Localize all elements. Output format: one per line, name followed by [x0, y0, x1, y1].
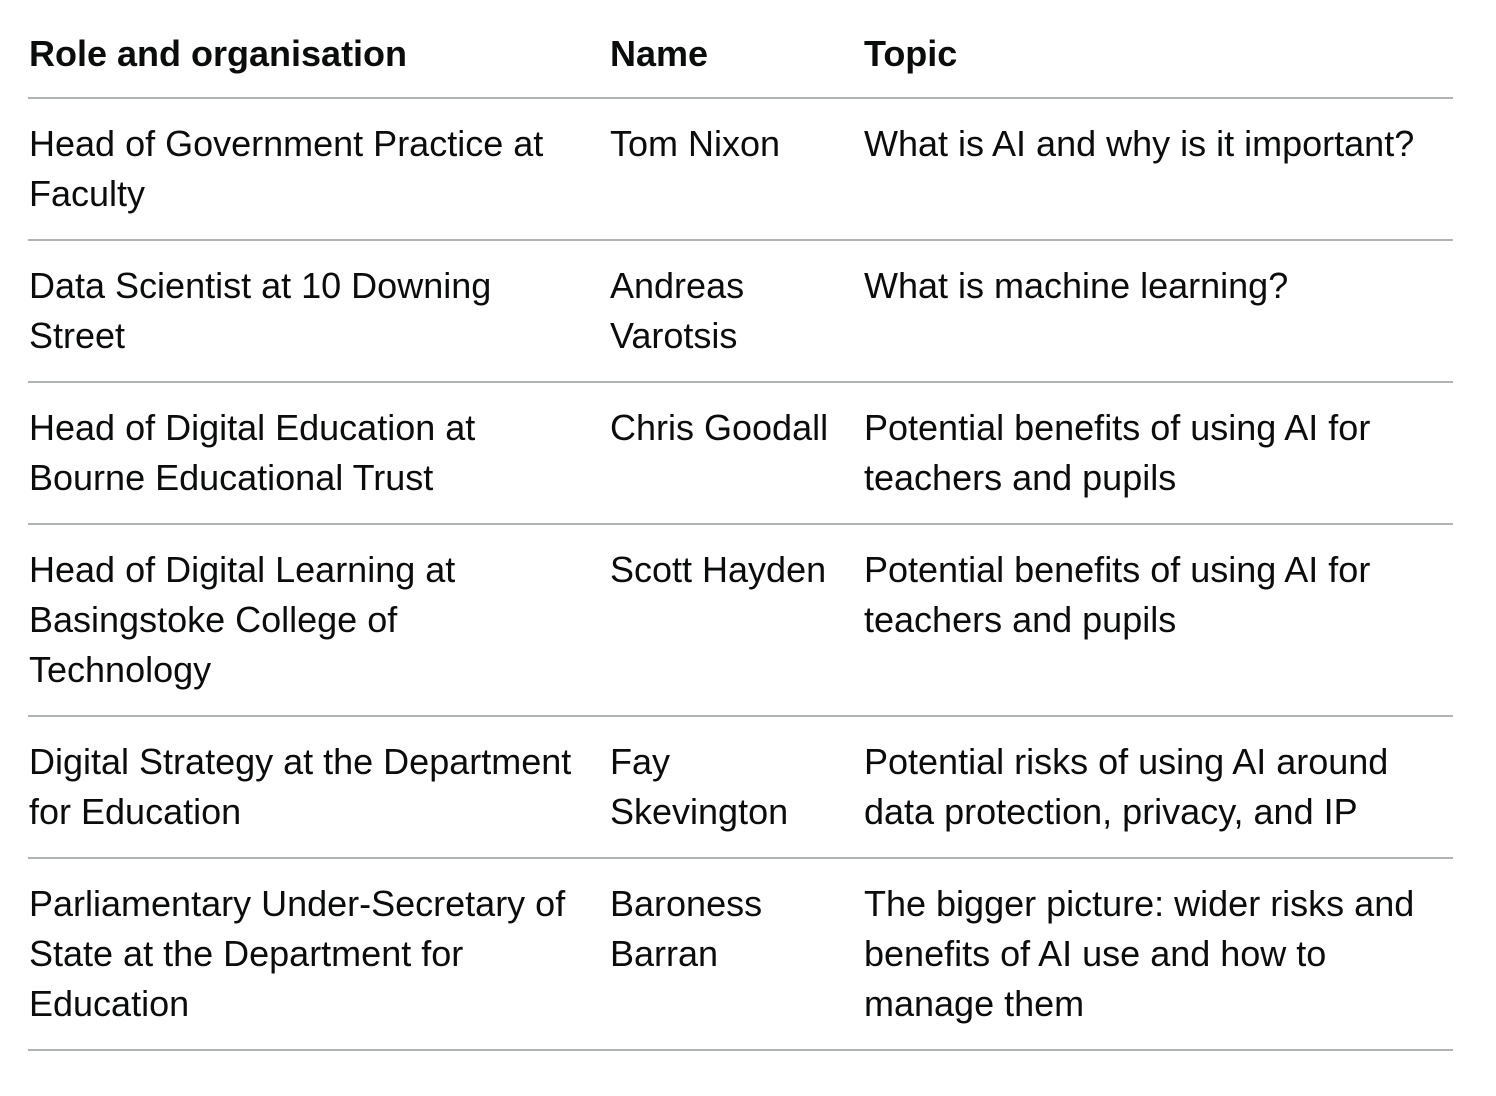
- column-header-name: Name: [610, 0, 864, 99]
- topic-cell: What is AI and why is it important?: [864, 98, 1453, 241]
- role-cell: Parliamentary Under-Secretary of State a…: [28, 858, 610, 1051]
- role-text: Head of Government Practice at Faculty: [29, 123, 544, 214]
- topic-cell: What is machine learning?: [864, 240, 1453, 383]
- name-cell: Fay Skevington: [610, 716, 864, 859]
- name-cell: Tom Nixon: [610, 98, 864, 241]
- header-row: Role and organisation Name Topic: [28, 0, 1453, 99]
- topic-text: Potential risks of using AI around data …: [864, 741, 1389, 832]
- role-cell: Data Scientist at 10 Downing Street: [28, 240, 610, 383]
- table-row: Head of Government Practice at Faculty T…: [28, 98, 1453, 241]
- table-row: Data Scientist at 10 Downing Street Andr…: [28, 240, 1453, 383]
- name-text: Chris Goodall: [610, 407, 829, 448]
- column-header-topic: Topic: [864, 0, 1453, 99]
- name-cell: Andreas Varotsis: [610, 240, 864, 383]
- table-row: Parliamentary Under-Secretary of State a…: [28, 858, 1453, 1051]
- role-cell: Head of Digital Education at Bourne Educ…: [28, 382, 610, 525]
- role-text: Digital Strategy at the Department for E…: [29, 741, 572, 832]
- role-cell: Head of Government Practice at Faculty: [28, 98, 610, 241]
- table-row: Head of Digital Education at Bourne Educ…: [28, 382, 1453, 525]
- topic-cell: Potential risks of using AI around data …: [864, 716, 1453, 859]
- speakers-table-container: Role and organisation Name Topic Head of…: [28, 0, 1453, 1051]
- name-text: Andreas Varotsis: [610, 265, 745, 356]
- speakers-table: Role and organisation Name Topic Head of…: [28, 0, 1453, 1051]
- role-text: Head of Digital Learning at Basingstoke …: [29, 549, 456, 690]
- role-cell: Digital Strategy at the Department for E…: [28, 716, 610, 859]
- table-row: Digital Strategy at the Department for E…: [28, 716, 1453, 859]
- column-header-role: Role and organisation: [28, 0, 610, 99]
- table-row: Head of Digital Learning at Basingstoke …: [28, 524, 1453, 717]
- name-cell: Baroness Barran: [610, 858, 864, 1051]
- name-text: Baroness Barran: [610, 883, 763, 974]
- role-text: Head of Digital Education at Bourne Educ…: [29, 407, 476, 498]
- name-cell: Scott Hayden: [610, 524, 864, 717]
- topic-cell: The bigger picture: wider risks and bene…: [864, 858, 1453, 1051]
- table-header: Role and organisation Name Topic: [28, 0, 1453, 99]
- topic-text: Potential benefits of using AI for teach…: [864, 549, 1371, 640]
- column-header-name-label: Name: [610, 33, 709, 74]
- role-text: Data Scientist at 10 Downing Street: [29, 265, 492, 356]
- topic-cell: Potential benefits of using AI for teach…: [864, 382, 1453, 525]
- column-header-role-label: Role and organisation: [29, 33, 408, 74]
- topic-text: What is AI and why is it important?: [864, 123, 1415, 164]
- column-header-topic-label: Topic: [864, 33, 958, 74]
- name-text: Tom Nixon: [610, 123, 781, 164]
- role-cell: Head of Digital Learning at Basingstoke …: [28, 524, 610, 717]
- name-text: Fay Skevington: [610, 741, 789, 832]
- name-text: Scott Hayden: [610, 549, 827, 590]
- role-text: Parliamentary Under-Secretary of State a…: [29, 883, 566, 1024]
- topic-text: What is machine learning?: [864, 265, 1289, 306]
- name-cell: Chris Goodall: [610, 382, 864, 525]
- topic-text: Potential benefits of using AI for teach…: [864, 407, 1371, 498]
- table-body: Head of Government Practice at Faculty T…: [28, 98, 1453, 1051]
- topic-text: The bigger picture: wider risks and bene…: [864, 883, 1415, 1024]
- topic-cell: Potential benefits of using AI for teach…: [864, 524, 1453, 717]
